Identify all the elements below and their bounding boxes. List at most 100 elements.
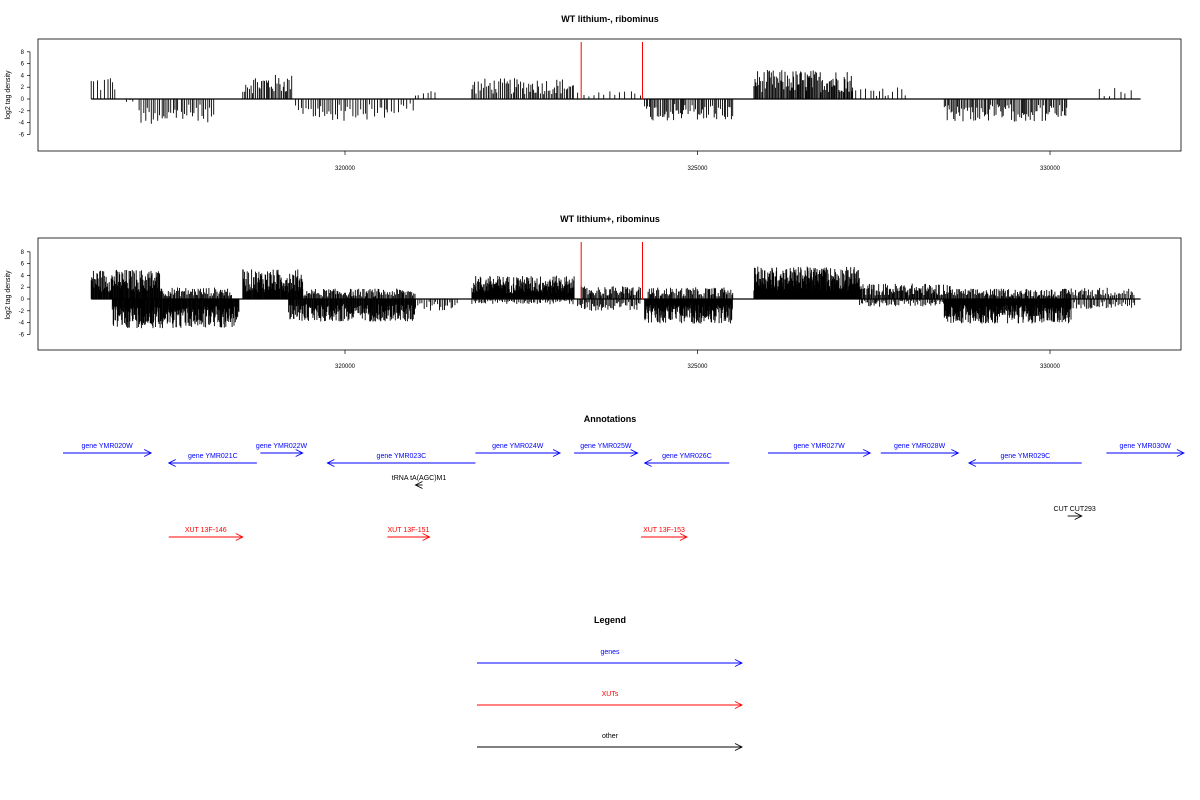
gene-feature: gene YMR030W: [1106, 443, 1185, 457]
gene-label: gene YMR026C: [662, 453, 712, 460]
gene-arrow-head: [1176, 449, 1185, 457]
y-tick-label: 6: [21, 62, 25, 68]
annotations-title: Annotations: [584, 414, 637, 424]
y-tick-label: 2: [21, 85, 25, 91]
x-tick-label: 320000: [335, 364, 356, 370]
y-tick-label: -6: [19, 332, 25, 338]
gene-feature: gene YMR024W: [475, 443, 562, 457]
other-label: tRNA tA(AGC)M1: [392, 475, 447, 482]
legend-item: other: [477, 733, 744, 751]
x-axis: 320000 325000 330000: [335, 350, 1061, 370]
y-tick-label: -6: [19, 132, 25, 138]
y-axis: 8 6 4 2 0 -2 -4 -6: [19, 50, 31, 138]
legend-item: genes: [477, 649, 744, 667]
gene-label: gene YMR022W: [256, 443, 308, 450]
legend-item-label: XUTs: [602, 691, 619, 698]
y-axis-label: log2 tag density: [5, 270, 12, 320]
plot-frame: [37, 38, 1182, 152]
legend-item-arrow-head: [734, 743, 744, 751]
x-tick-label: 320000: [335, 166, 356, 172]
y-axis: 8 6 4 2 0 -2 -4 -6: [19, 250, 31, 338]
y-tick-label: 2: [21, 285, 25, 291]
y-tick-label: 4: [21, 273, 25, 279]
y-tick-label: -4: [19, 121, 25, 127]
other-feature: tRNA tA(AGC)M1: [392, 475, 447, 489]
gene-arrow-head: [326, 459, 335, 467]
gene-label: gene YMR020W: [81, 443, 133, 450]
density-bars: [90, 70, 1132, 124]
legend-items: genes XUTs other: [477, 649, 744, 751]
y-axis-label: log2 tag density: [5, 70, 12, 120]
marker-lines: [580, 242, 644, 299]
gene-feature: gene YMR020W: [63, 443, 153, 457]
xut-label: XUT 13F-151: [388, 527, 430, 534]
legend-item-arrow-head: [734, 659, 744, 667]
feature-arrows: gene YMR020W gene YMR021C gene YMR022W gene…: [63, 443, 1185, 541]
gene-label: gene YMR030W: [1120, 443, 1172, 450]
gene-arrow-head: [967, 459, 977, 467]
gene-label: gene YMR029C: [1000, 453, 1050, 460]
gene-feature: gene YMR025W: [574, 443, 639, 457]
gene-arrow-head: [143, 449, 153, 457]
x-tick-label: 330000: [1040, 364, 1061, 370]
gene-label: gene YMR028W: [894, 443, 946, 450]
y-tick-label: 8: [21, 50, 25, 56]
xut-label: XUT 13F-153: [643, 527, 685, 534]
xut-feature: XUT 13F-151: [387, 527, 431, 541]
x-tick-label: 325000: [687, 166, 708, 172]
gene-label: gene YMR024W: [492, 443, 544, 450]
gene-arrow-head: [552, 449, 562, 457]
other-label: CUT CUT293: [1054, 506, 1096, 513]
gene-label: gene YMR021C: [188, 453, 238, 460]
other-feature: CUT CUT293: [1054, 506, 1096, 520]
gene-feature: gene YMR028W: [880, 443, 960, 457]
xut-feature: XUT 13F-146: [168, 527, 244, 541]
other-arrow-head: [414, 481, 423, 489]
x-tick-label: 325000: [687, 364, 708, 370]
gene-feature: gene YMR022W: [256, 443, 308, 457]
gene-feature: gene YMR029C: [967, 453, 1082, 467]
gene-feature: gene YMR021C: [167, 453, 257, 467]
gene-feature: gene YMR027W: [768, 443, 872, 457]
xut-label: XUT 13F-146: [185, 527, 227, 534]
legend-item-label: other: [602, 733, 619, 740]
other-arrow-head: [1074, 512, 1083, 520]
xut-arrow-head: [235, 533, 244, 541]
track-panel-lithium-minus: WT lithium-, ribominus log2 tag density …: [5, 14, 1182, 172]
track-panel-lithium-plus: WT lithium+, ribominus log2 tag density …: [5, 214, 1182, 370]
y-tick-label: 6: [21, 262, 25, 268]
gene-label: gene YMR025W: [580, 443, 632, 450]
y-tick-label: -2: [19, 109, 25, 115]
xut-arrow-head: [679, 533, 688, 541]
gene-arrow-head: [295, 449, 304, 457]
y-tick-label: 4: [21, 73, 25, 79]
gene-label: gene YMR027W: [793, 443, 845, 450]
gene-arrow-head: [951, 449, 960, 457]
chart-title: WT lithium+, ribominus: [560, 214, 660, 224]
gene-label: gene YMR023C: [377, 453, 427, 460]
x-tick-label: 330000: [1040, 166, 1061, 172]
chart-title: WT lithium-, ribominus: [561, 14, 659, 24]
marker-lines: [580, 42, 644, 99]
gene-feature: gene YMR023C: [326, 453, 476, 467]
legend-item-label: genes: [600, 649, 620, 656]
x-axis: 320000 325000 330000: [335, 151, 1061, 172]
y-tick-label: -4: [19, 321, 25, 327]
y-tick-label: 0: [21, 297, 25, 303]
gene-arrow-head: [167, 459, 176, 467]
plot-frame: [37, 237, 1182, 351]
legend-title: Legend: [594, 615, 626, 625]
gene-arrow-head: [630, 449, 639, 457]
y-tick-label: 0: [21, 97, 25, 103]
y-tick-label: 8: [21, 250, 25, 256]
xut-feature: XUT 13F-153: [641, 527, 688, 541]
gene-arrow-head: [643, 459, 652, 467]
y-tick-label: -2: [19, 309, 25, 315]
gene-arrow-head: [863, 449, 872, 457]
density-bars: [90, 266, 1136, 329]
legend: Legend genes XUTs other: [477, 615, 744, 751]
legend-item-arrow-head: [734, 701, 744, 709]
xut-arrow-head: [422, 533, 431, 541]
